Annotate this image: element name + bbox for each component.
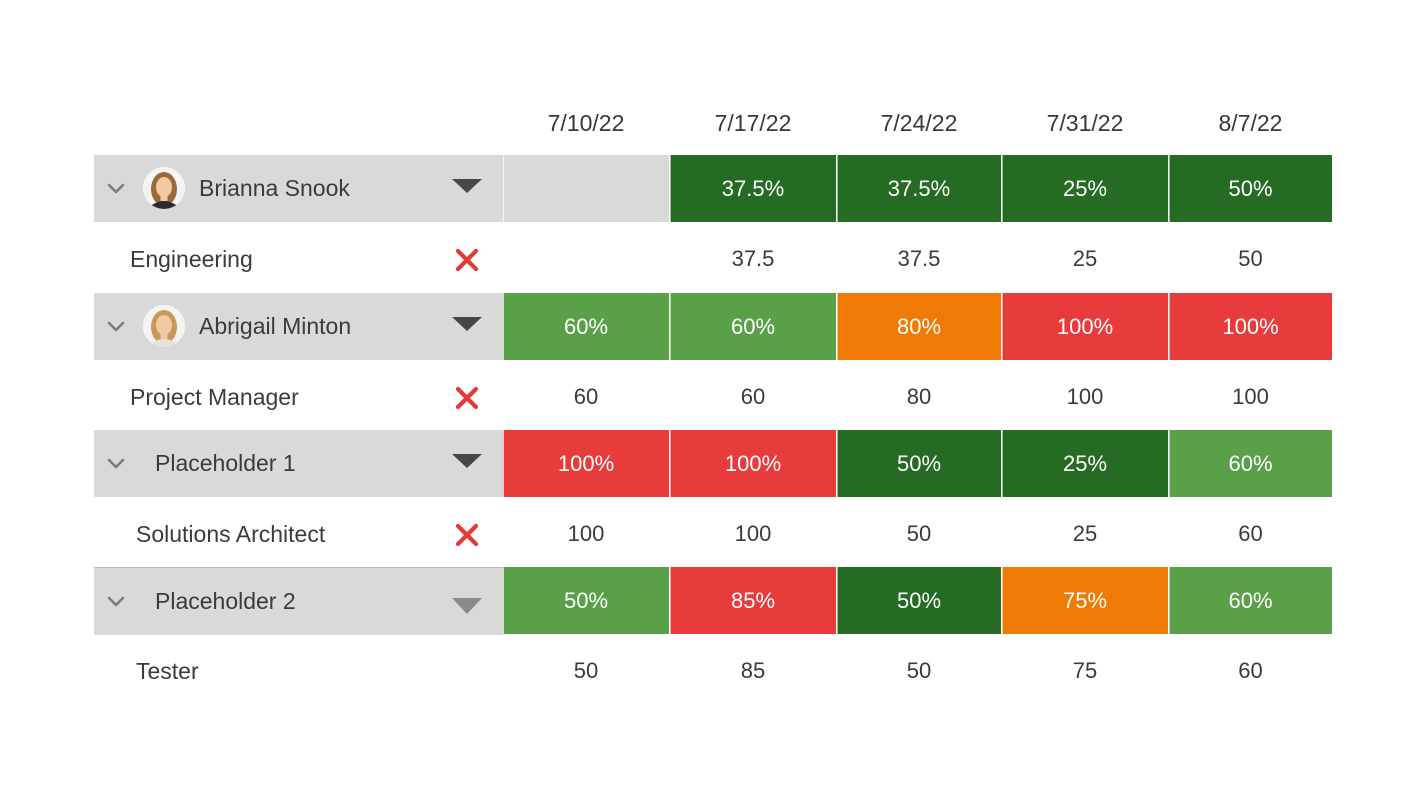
allocation-hours-cell[interactable]: 50 xyxy=(1238,246,1263,271)
allocation-hours-cell[interactable]: 100 xyxy=(1066,384,1104,409)
allocation-hours-cell[interactable]: 100 xyxy=(1232,384,1269,409)
cell-divider xyxy=(503,567,504,634)
allocation-hours-cell[interactable]: 25 xyxy=(1072,521,1098,546)
allocation-percent-cell[interactable]: 80% xyxy=(837,293,1001,360)
caret-down-icon[interactable] xyxy=(450,175,484,197)
allocation-hours-cell[interactable]: 25 xyxy=(1072,246,1098,271)
resource-name[interactable]: Placeholder 1 xyxy=(155,450,296,476)
resource-row[interactable]: Abrigail Minton xyxy=(94,293,503,360)
allocation-percent-cell[interactable]: 50% xyxy=(503,567,669,634)
caret-down-icon[interactable] xyxy=(450,450,484,472)
chevron-down-icon[interactable] xyxy=(106,592,126,612)
cell-divider xyxy=(1169,293,1170,360)
allocation-percent-cell[interactable]: 60% xyxy=(1169,567,1332,634)
cell-divider xyxy=(670,293,671,360)
allocation-percent-cell[interactable]: 25% xyxy=(1002,155,1168,222)
close-x-icon[interactable] xyxy=(453,521,481,549)
cell-divider xyxy=(1169,430,1170,497)
allocation-hours-cell[interactable]: 37.5 xyxy=(731,246,775,271)
cell-divider xyxy=(837,567,838,634)
allocation-percent-cell[interactable]: 100% xyxy=(670,430,836,497)
resource-row[interactable]: Brianna Snook xyxy=(94,155,503,222)
allocation-hours-cell[interactable]: 37.5 xyxy=(897,246,941,271)
cell-divider xyxy=(1002,293,1003,360)
allocation-hours-cell[interactable]: 60 xyxy=(740,384,766,409)
allocation-percent-cell[interactable]: 85% xyxy=(670,567,836,634)
cell-divider xyxy=(670,430,671,497)
role-label: Engineering xyxy=(130,246,253,272)
cell-divider xyxy=(837,430,838,497)
cell-divider xyxy=(1002,430,1003,497)
allocation-hours-cell[interactable]: 60 xyxy=(1238,658,1263,683)
role-row: Solutions Architect xyxy=(94,500,503,568)
allocation-hours-cell[interactable]: 100 xyxy=(567,521,605,546)
allocation-hours-cell[interactable]: 75 xyxy=(1072,658,1098,683)
column-header-date: 7/24/22 xyxy=(880,110,958,136)
allocation-hours-cell[interactable]: 80 xyxy=(906,384,932,409)
cell-divider xyxy=(837,293,838,360)
cell-divider xyxy=(503,155,504,222)
allocation-percent-cell[interactable]: 100% xyxy=(1002,293,1168,360)
allocation-percent-cell[interactable]: 60% xyxy=(503,293,669,360)
caret-down-icon[interactable] xyxy=(450,588,484,614)
cell-divider xyxy=(837,155,838,222)
allocation-hours-cell[interactable]: 50 xyxy=(573,658,599,683)
cell-divider xyxy=(670,567,671,634)
resource-row[interactable]: Placeholder 2 xyxy=(94,567,503,635)
allocation-hours-cell[interactable]: 85 xyxy=(740,658,766,683)
column-header-date: 8/7/22 xyxy=(1218,110,1283,136)
chevron-down-icon[interactable] xyxy=(106,179,126,199)
cell-divider xyxy=(503,430,504,497)
allocation-percent-cell[interactable]: 60% xyxy=(1169,430,1332,497)
allocation-percent-cell[interactable]: 25% xyxy=(1002,430,1168,497)
allocation-percent-cell[interactable]: 100% xyxy=(1169,293,1332,360)
chevron-down-icon[interactable] xyxy=(106,454,126,474)
cell-divider xyxy=(1002,567,1003,634)
allocation-percent-cell[interactable]: 100% xyxy=(503,430,669,497)
close-x-icon[interactable] xyxy=(453,384,481,412)
cell-divider xyxy=(503,293,504,360)
role-label: Project Manager xyxy=(130,384,299,410)
column-header-date: 7/10/22 xyxy=(547,110,625,136)
cell-divider xyxy=(1169,567,1170,634)
cell-divider xyxy=(1169,155,1170,222)
avatar xyxy=(143,167,185,209)
allocation-hours-cell[interactable]: 100 xyxy=(734,521,772,546)
column-header-date: 7/17/22 xyxy=(714,110,792,136)
role-label: Solutions Architect xyxy=(136,521,326,547)
cell-divider xyxy=(1002,155,1003,222)
role-row: Engineering xyxy=(94,225,503,293)
role-row: Tester xyxy=(94,637,503,705)
allocation-percent-cell[interactable]: 50% xyxy=(837,430,1001,497)
allocation-percent-cell[interactable]: 37.5% xyxy=(837,155,1001,222)
allocation-hours-cell[interactable]: 60 xyxy=(1238,521,1263,546)
chevron-down-icon[interactable] xyxy=(106,317,126,337)
allocation-hours-cell[interactable] xyxy=(503,225,669,293)
allocation-hours-cell[interactable]: 50 xyxy=(906,521,932,546)
allocation-percent-cell[interactable]: 50% xyxy=(1169,155,1332,222)
role-row: Project Manager xyxy=(94,363,503,431)
resource-name[interactable]: Brianna Snook xyxy=(199,175,350,201)
allocation-hours-cell[interactable]: 60 xyxy=(573,384,599,409)
allocation-percent-cell[interactable]: 75% xyxy=(1002,567,1168,634)
allocation-percent-cell[interactable] xyxy=(503,155,669,222)
resource-name[interactable]: Placeholder 2 xyxy=(155,588,296,614)
caret-down-icon[interactable] xyxy=(450,313,484,335)
allocation-percent-cell[interactable]: 60% xyxy=(670,293,836,360)
allocation-percent-cell[interactable]: 37.5% xyxy=(670,155,836,222)
close-x-icon[interactable] xyxy=(453,246,481,274)
column-header-date: 7/31/22 xyxy=(1046,110,1124,136)
allocation-hours-cell[interactable]: 50 xyxy=(906,658,932,683)
cell-divider xyxy=(670,155,671,222)
allocation-percent-cell[interactable]: 50% xyxy=(837,567,1001,634)
role-label: Tester xyxy=(136,658,199,684)
avatar xyxy=(143,305,185,347)
resource-name[interactable]: Abrigail Minton xyxy=(199,313,352,339)
resource-row[interactable]: Placeholder 1 xyxy=(94,430,503,497)
